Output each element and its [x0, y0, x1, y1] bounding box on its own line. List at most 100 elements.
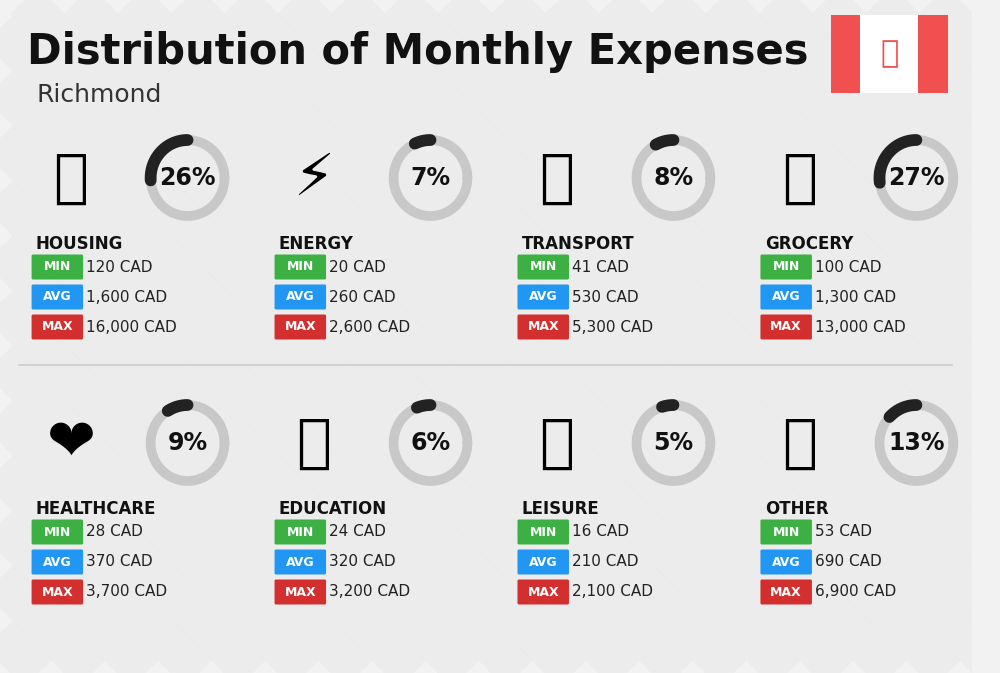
FancyBboxPatch shape: [32, 520, 83, 544]
FancyBboxPatch shape: [517, 549, 569, 575]
Text: 16,000 CAD: 16,000 CAD: [86, 320, 177, 334]
FancyBboxPatch shape: [760, 549, 812, 575]
FancyBboxPatch shape: [517, 285, 569, 310]
Text: AVG: AVG: [772, 291, 800, 304]
Text: MAX: MAX: [284, 320, 316, 334]
Text: 100 CAD: 100 CAD: [815, 260, 882, 275]
Text: 🛍: 🛍: [539, 415, 574, 472]
Text: MAX: MAX: [42, 320, 73, 334]
Text: AVG: AVG: [43, 291, 72, 304]
Text: 41 CAD: 41 CAD: [572, 260, 629, 275]
Text: 🎓: 🎓: [296, 415, 331, 472]
Text: ⚡: ⚡: [293, 149, 334, 207]
Text: 53 CAD: 53 CAD: [815, 524, 872, 540]
Text: MAX: MAX: [527, 586, 559, 598]
FancyBboxPatch shape: [32, 285, 83, 310]
Text: 7%: 7%: [410, 166, 451, 190]
Text: 13,000 CAD: 13,000 CAD: [815, 320, 906, 334]
Text: 16 CAD: 16 CAD: [572, 524, 629, 540]
Text: 320 CAD: 320 CAD: [329, 555, 396, 569]
Text: GROCERY: GROCERY: [765, 235, 853, 253]
FancyBboxPatch shape: [760, 254, 812, 279]
Text: AVG: AVG: [43, 555, 72, 569]
Text: MIN: MIN: [773, 260, 800, 273]
FancyBboxPatch shape: [918, 15, 948, 93]
Text: 5,300 CAD: 5,300 CAD: [572, 320, 654, 334]
Text: 28 CAD: 28 CAD: [86, 524, 143, 540]
Text: 6,900 CAD: 6,900 CAD: [815, 584, 897, 600]
Text: HEALTHCARE: HEALTHCARE: [36, 500, 156, 518]
FancyBboxPatch shape: [275, 520, 326, 544]
Text: 🍁: 🍁: [880, 40, 898, 69]
Text: 🚌: 🚌: [539, 149, 574, 207]
Text: TRANSPORT: TRANSPORT: [522, 235, 634, 253]
Text: MIN: MIN: [287, 260, 314, 273]
Text: Richmond: Richmond: [37, 83, 162, 107]
FancyBboxPatch shape: [517, 520, 569, 544]
FancyBboxPatch shape: [275, 285, 326, 310]
Text: 24 CAD: 24 CAD: [329, 524, 386, 540]
Text: MIN: MIN: [530, 526, 557, 538]
FancyBboxPatch shape: [860, 15, 918, 93]
Text: ❤: ❤: [47, 415, 95, 472]
Text: 120 CAD: 120 CAD: [86, 260, 153, 275]
Text: MIN: MIN: [773, 526, 800, 538]
Text: OTHER: OTHER: [765, 500, 828, 518]
Text: MIN: MIN: [44, 526, 71, 538]
FancyBboxPatch shape: [831, 15, 860, 93]
Text: MAX: MAX: [42, 586, 73, 598]
Text: LEISURE: LEISURE: [522, 500, 600, 518]
FancyBboxPatch shape: [275, 314, 326, 339]
Text: 9%: 9%: [167, 431, 208, 455]
Text: 2,100 CAD: 2,100 CAD: [572, 584, 653, 600]
Text: 5%: 5%: [653, 431, 694, 455]
FancyBboxPatch shape: [32, 254, 83, 279]
Text: 690 CAD: 690 CAD: [815, 555, 882, 569]
Text: AVG: AVG: [286, 555, 315, 569]
Text: 3,200 CAD: 3,200 CAD: [329, 584, 411, 600]
Text: MAX: MAX: [770, 320, 802, 334]
Text: MAX: MAX: [770, 586, 802, 598]
Text: MAX: MAX: [284, 586, 316, 598]
FancyBboxPatch shape: [517, 254, 569, 279]
Text: HOUSING: HOUSING: [36, 235, 123, 253]
Text: 210 CAD: 210 CAD: [572, 555, 639, 569]
Text: 🏗: 🏗: [53, 149, 88, 207]
Text: MIN: MIN: [287, 526, 314, 538]
Text: 260 CAD: 260 CAD: [329, 289, 396, 304]
FancyBboxPatch shape: [275, 254, 326, 279]
Text: 8%: 8%: [653, 166, 694, 190]
FancyBboxPatch shape: [517, 579, 569, 604]
Text: 26%: 26%: [159, 166, 216, 190]
Text: 1,600 CAD: 1,600 CAD: [86, 289, 168, 304]
Text: 3,700 CAD: 3,700 CAD: [86, 584, 168, 600]
Text: 530 CAD: 530 CAD: [572, 289, 639, 304]
Text: AVG: AVG: [529, 555, 558, 569]
Text: 370 CAD: 370 CAD: [86, 555, 153, 569]
Text: ENERGY: ENERGY: [279, 235, 354, 253]
Text: AVG: AVG: [772, 555, 800, 569]
Text: 13%: 13%: [888, 431, 945, 455]
FancyBboxPatch shape: [760, 314, 812, 339]
Text: 1,300 CAD: 1,300 CAD: [815, 289, 896, 304]
Text: AVG: AVG: [286, 291, 315, 304]
Text: 💰: 💰: [782, 415, 817, 472]
FancyBboxPatch shape: [760, 579, 812, 604]
FancyBboxPatch shape: [32, 314, 83, 339]
Text: MIN: MIN: [44, 260, 71, 273]
FancyBboxPatch shape: [32, 549, 83, 575]
FancyBboxPatch shape: [760, 285, 812, 310]
Text: MIN: MIN: [530, 260, 557, 273]
Text: 27%: 27%: [888, 166, 945, 190]
Text: Distribution of Monthly Expenses: Distribution of Monthly Expenses: [27, 31, 809, 73]
Text: 2,600 CAD: 2,600 CAD: [329, 320, 411, 334]
FancyBboxPatch shape: [275, 549, 326, 575]
FancyBboxPatch shape: [275, 579, 326, 604]
Text: 6%: 6%: [410, 431, 451, 455]
FancyBboxPatch shape: [517, 314, 569, 339]
FancyBboxPatch shape: [760, 520, 812, 544]
Text: 20 CAD: 20 CAD: [329, 260, 386, 275]
Text: 🛒: 🛒: [782, 149, 817, 207]
Text: EDUCATION: EDUCATION: [279, 500, 387, 518]
Text: AVG: AVG: [529, 291, 558, 304]
